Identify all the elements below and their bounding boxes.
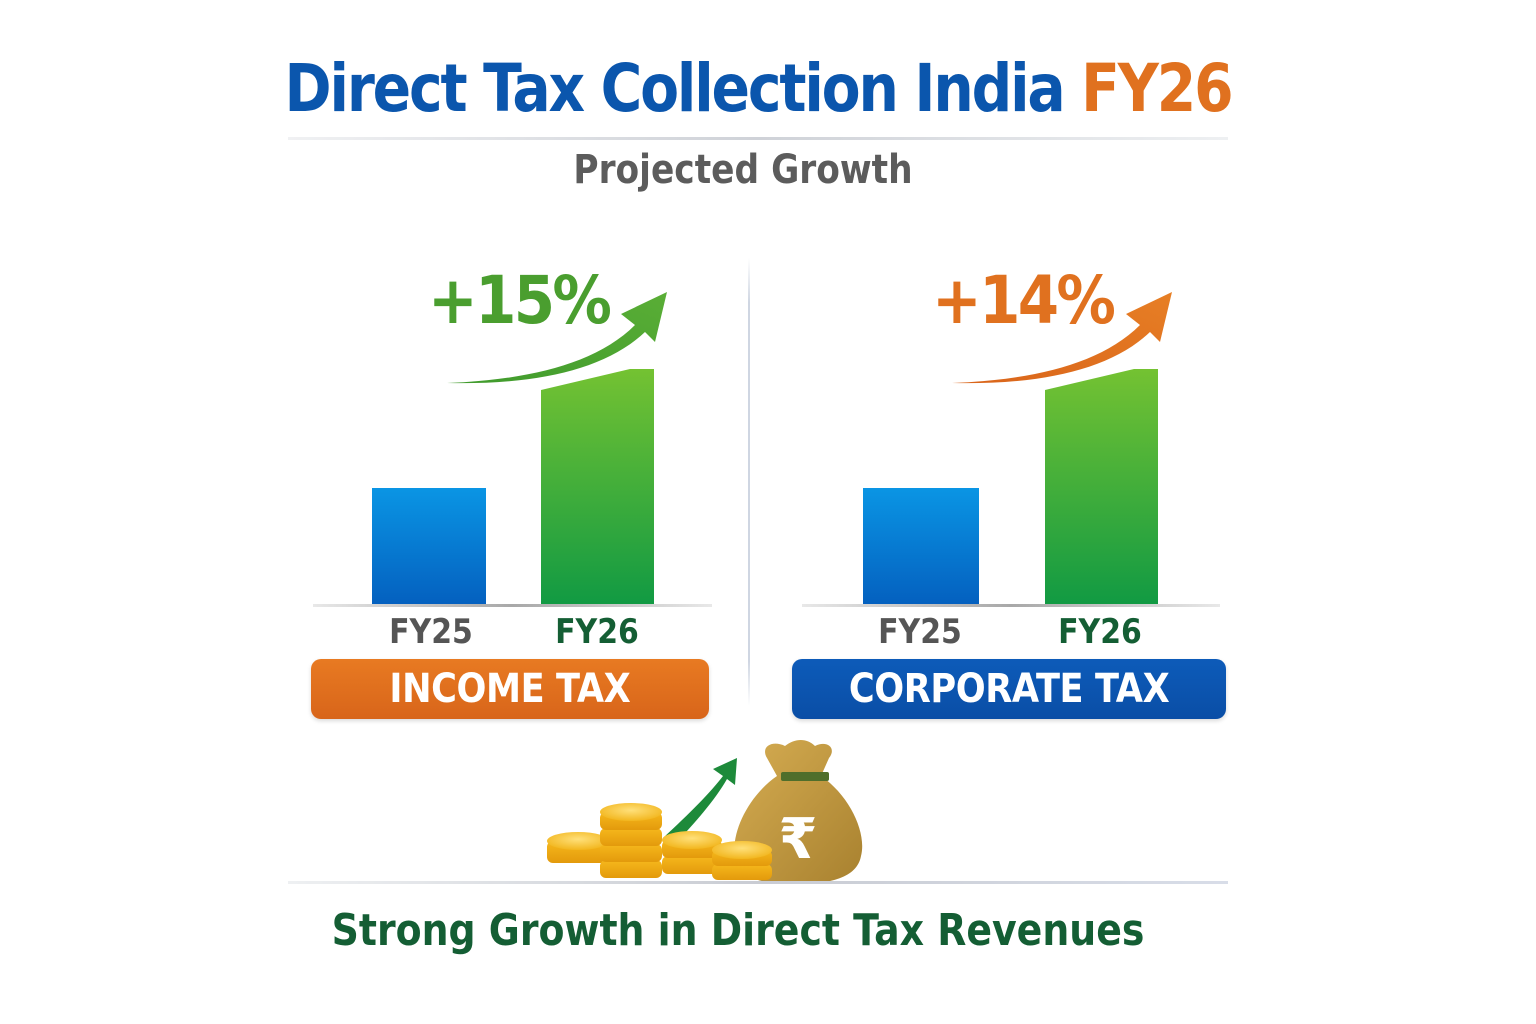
header-divider: [288, 137, 1228, 140]
income-tax-axis: [313, 604, 712, 607]
rupee-symbol: ₹: [779, 807, 818, 872]
title-main: Direct Tax Collection India: [284, 50, 1066, 127]
corporate-tax-category-label: CORPORATE TAX: [848, 666, 1170, 712]
corporate-tax-bar-fy25: [863, 488, 979, 605]
growth-arrow-icon: [952, 292, 1172, 384]
income-tax-category-pill: INCOME TAX: [311, 659, 709, 719]
footer-tagline: Strong Growth in Direct Tax Revenues: [331, 905, 1145, 956]
corporate-tax-growth-label: +14%: [932, 262, 1116, 339]
corporate-tax-category-pill: CORPORATE TAX: [792, 659, 1226, 719]
income-tax-xlabel-fy25: FY25: [389, 612, 473, 652]
corporate-tax-xlabel-fy25: FY25: [878, 612, 962, 652]
income-tax-growth-label: +15%: [428, 262, 612, 339]
income-tax-category-label: INCOME TAX: [389, 666, 631, 712]
income-tax-xlabel-fy26: FY26: [555, 612, 639, 652]
page-title: Direct Tax Collection India FY26: [106, 50, 1410, 127]
corporate-tax-xlabel-fy26: FY26: [1058, 612, 1142, 652]
corporate-tax-axis: [802, 604, 1220, 607]
title-accent-year: FY26: [1081, 50, 1233, 127]
growth-arrow-icon: [447, 292, 667, 384]
income-tax-bar-fy26: [541, 369, 654, 605]
panel-divider: [748, 258, 750, 706]
footer-divider: [288, 881, 1228, 884]
income-tax-bar-fy25: [372, 488, 486, 605]
page-subtitle: Projected Growth: [573, 147, 913, 193]
rupee-money-bag-coins-icon: ₹: [547, 740, 863, 884]
corporate-tax-bar-fy26: [1045, 369, 1158, 605]
